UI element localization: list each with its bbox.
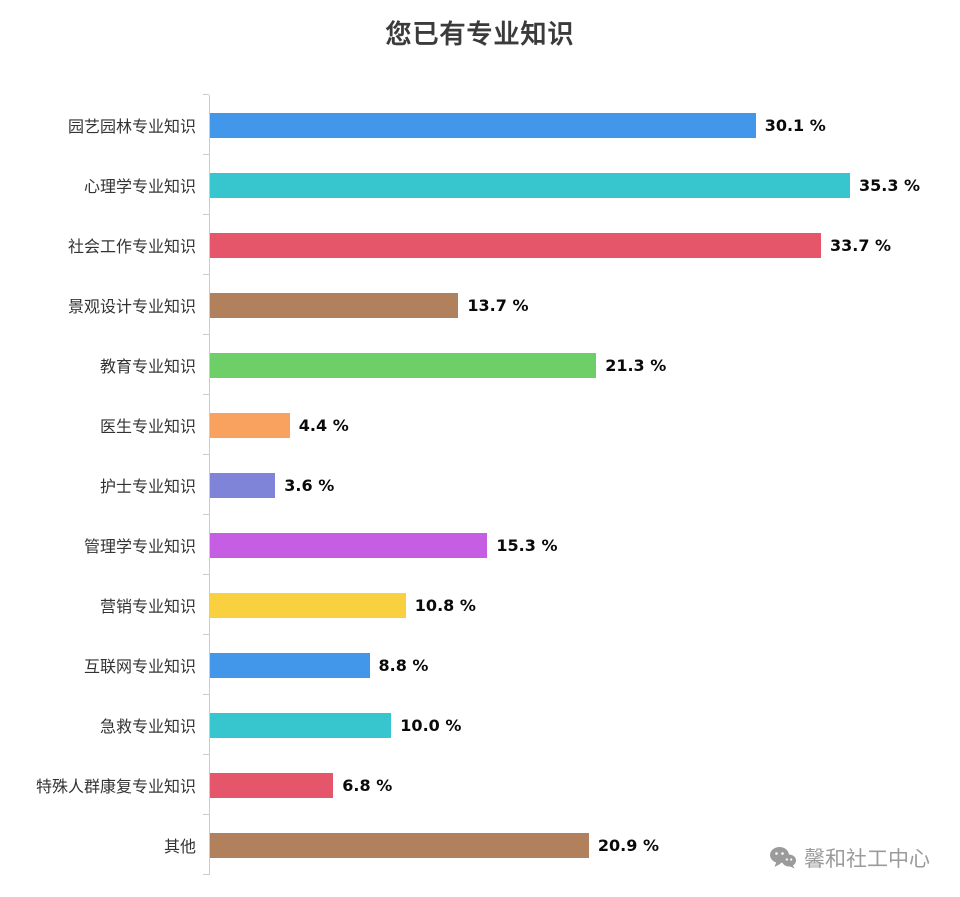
bar-area: 15.3 % <box>203 514 960 575</box>
value-label: 35.3 % <box>859 175 921 195</box>
chart-row: 管理学专业知识 15.3 % <box>0 514 960 575</box>
bar-area: 35.3 % <box>203 154 960 215</box>
chart-row: 心理学专业知识 35.3 % <box>0 154 960 215</box>
bar <box>210 352 597 378</box>
bar-chart: 园艺园林专业知识 30.1 % 心理学专业知识 35.3 % 社会工作专业知识 33.7 … <box>0 94 960 875</box>
category-label: 景观设计专业知识 <box>67 297 196 316</box>
bar-area: 8.8 % <box>203 634 960 695</box>
category-label: 社会工作专业知识 <box>67 237 196 256</box>
bar-area: 6.8 % <box>203 754 960 815</box>
category-label: 心理学专业知识 <box>83 177 196 196</box>
bar <box>210 172 850 198</box>
bar-area: 13.7 % <box>203 274 960 335</box>
bar-area: 20.9 % <box>203 814 960 875</box>
value-label: 33.7 % <box>830 235 892 255</box>
chart-row: 营销专业知识 10.8 % <box>0 574 960 635</box>
chart-row: 社会工作专业知识 33.7 % <box>0 214 960 275</box>
chart-row: 互联网专业知识 8.8 % <box>0 634 960 695</box>
category-label: 其他 <box>163 837 196 856</box>
category-label: 园艺园林专业知识 <box>67 117 196 136</box>
chart-row: 特殊人群康复专业知识 6.8 % <box>0 754 960 815</box>
chart-row: 园艺园林专业知识 30.1 % <box>0 94 960 155</box>
wechat-icon <box>769 846 797 870</box>
category-label: 营销专业知识 <box>99 597 196 616</box>
watermark-label: 馨和社工中心 <box>804 847 930 871</box>
value-label: 10.0 % <box>400 715 462 735</box>
chart-row: 医生专业知识 4.4 % <box>0 394 960 455</box>
chart-row: 景观设计专业知识 13.7 % <box>0 274 960 335</box>
bar <box>210 232 821 258</box>
value-label: 3.6 % <box>284 475 335 495</box>
value-label: 15.3 % <box>496 535 558 555</box>
category-label: 互联网专业知识 <box>83 657 196 676</box>
bar <box>210 592 406 618</box>
bar-area: 33.7 % <box>203 214 960 275</box>
bar-area: 10.8 % <box>203 574 960 635</box>
value-label: 21.3 % <box>605 355 667 375</box>
bar <box>210 712 392 738</box>
value-label: 20.9 % <box>597 835 659 855</box>
chart-row: 教育专业知识 21.3 % <box>0 334 960 395</box>
value-label: 4.4 % <box>298 415 349 435</box>
bar <box>210 292 459 318</box>
category-label: 护士专业知识 <box>99 477 196 496</box>
value-label: 10.8 % <box>414 595 476 615</box>
chart-row: 急救专业知识 10.0 % <box>0 694 960 755</box>
value-label: 30.1 % <box>764 115 826 135</box>
value-label: 8.8 % <box>378 655 429 675</box>
bar-area: 21.3 % <box>203 334 960 395</box>
chart-row: 护士专业知识 3.6 % <box>0 454 960 515</box>
watermark: 馨和社工中心 <box>769 843 930 873</box>
bar <box>210 472 276 498</box>
bar-area: 4.4 % <box>203 394 960 455</box>
bar <box>210 412 290 438</box>
category-label: 急救专业知识 <box>99 717 196 736</box>
bar <box>210 832 589 858</box>
category-label: 管理学专业知识 <box>83 537 196 556</box>
bar-area: 10.0 % <box>203 694 960 755</box>
category-label: 教育专业知识 <box>99 357 196 376</box>
bar-area: 3.6 % <box>203 454 960 515</box>
chart-rows: 园艺园林专业知识 30.1 % 心理学专业知识 35.3 % 社会工作专业知识 33.7 … <box>0 94 960 875</box>
value-label: 13.7 % <box>467 295 529 315</box>
bar <box>210 112 756 138</box>
chart-title: 您已有专业知识 <box>385 20 575 50</box>
bar <box>210 772 334 798</box>
chart-row: 其他 20.9 % <box>0 814 960 875</box>
category-label: 特殊人群康复专业知识 <box>35 777 196 796</box>
bar <box>210 532 488 558</box>
bar <box>210 652 370 678</box>
bar-area: 30.1 % <box>203 94 960 155</box>
value-label: 6.8 % <box>342 775 393 795</box>
category-label: 医生专业知识 <box>99 417 196 436</box>
